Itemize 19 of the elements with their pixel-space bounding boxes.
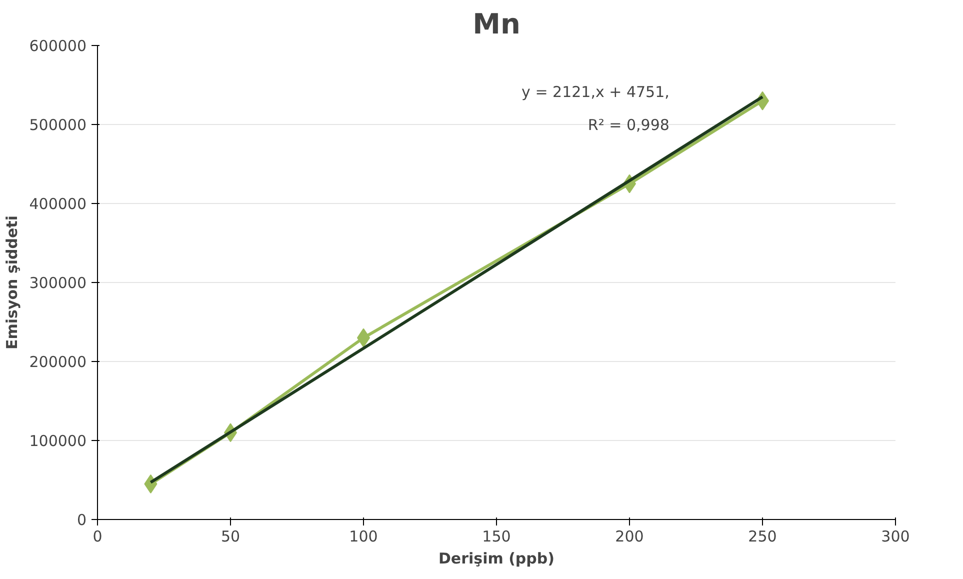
y-tick-label: 300000 xyxy=(29,274,87,292)
x-tick-label: 100 xyxy=(349,528,378,546)
x-tick-label: 200 xyxy=(615,528,644,546)
x-tick-label: 0 xyxy=(92,528,102,546)
x-tick-label: 150 xyxy=(482,528,511,546)
x-axis-title: Derişim (ppb) xyxy=(438,550,555,568)
y-tick-label: 100000 xyxy=(29,432,87,450)
y-axis-title: Emisyon şiddeti xyxy=(3,216,22,350)
x-tick-label: 300 xyxy=(881,528,910,546)
annotation: R² = 0,998 xyxy=(588,116,670,134)
y-tick-label: 200000 xyxy=(29,353,87,371)
x-tick-label: 50 xyxy=(220,528,240,546)
x-tick-label: 250 xyxy=(748,528,777,546)
y-tick-label: 0 xyxy=(76,511,87,529)
chart-title: Mn xyxy=(472,8,520,40)
y-tick-label: 600000 xyxy=(29,37,87,55)
annotation: y = 2121,x + 4751, xyxy=(522,82,670,101)
y-tick-label: 500000 xyxy=(29,116,87,134)
y-tick-label: 400000 xyxy=(29,195,87,213)
